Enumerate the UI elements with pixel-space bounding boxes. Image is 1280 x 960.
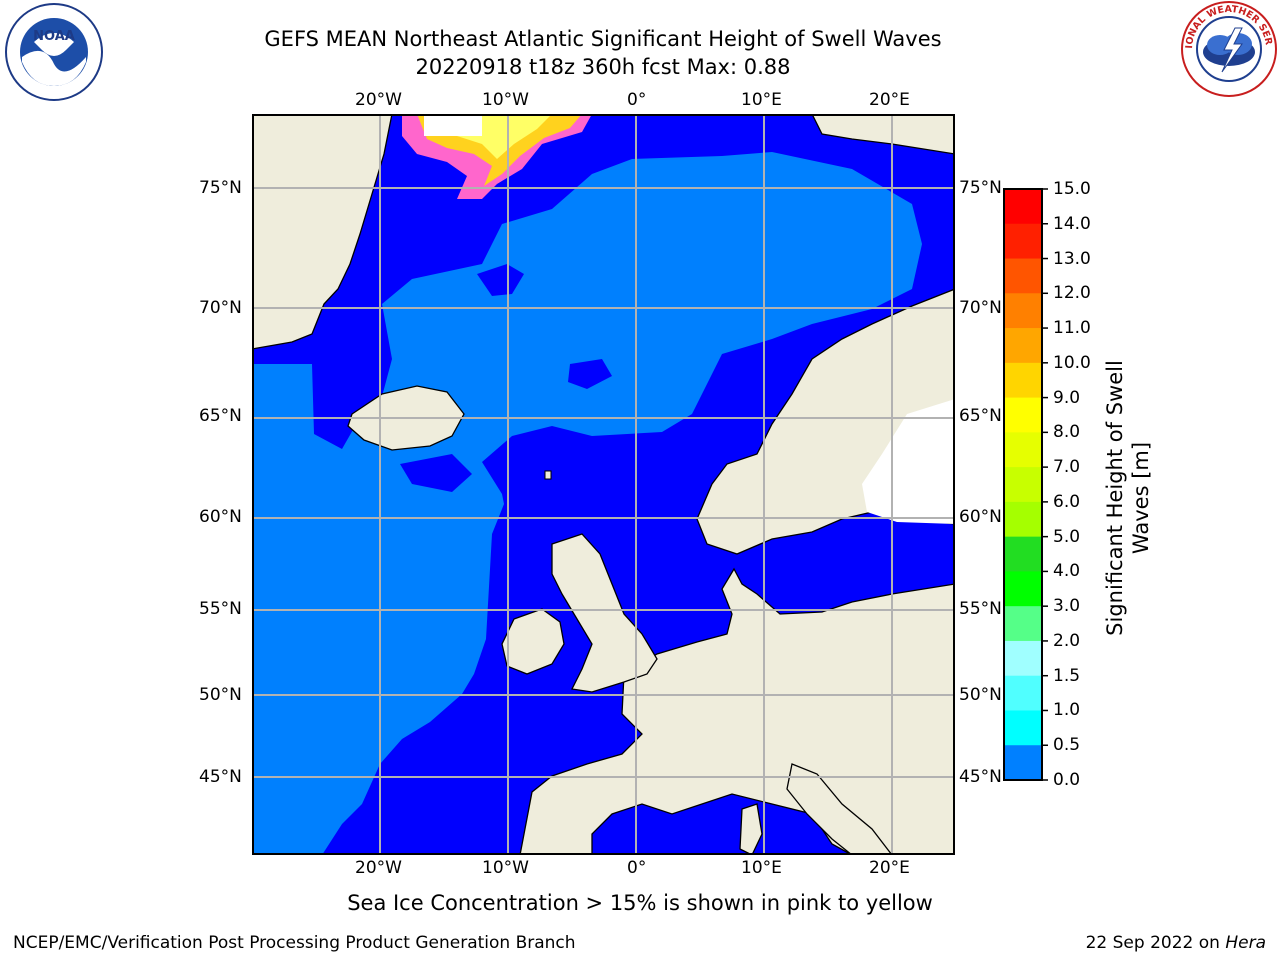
- lat-label-right: 50°N: [959, 685, 1002, 705]
- colorbar-segment: [1004, 536, 1042, 572]
- colorbar-tick-label: 7.0: [1053, 457, 1081, 478]
- noaa-logo-graphic: NOAA: [5, 3, 103, 101]
- colorbar-segment: [1004, 606, 1042, 642]
- colorbar-segment: [1004, 745, 1042, 781]
- lat-label-left: 70°N: [199, 298, 242, 318]
- colorbar-tick-label: 3.0: [1053, 596, 1081, 617]
- land-ireland: [501, 608, 565, 675]
- nws-logo: NATIONAL WEATHER SERVICE: [1176, 0, 1278, 98]
- colorbar-tick-label: 10.0: [1053, 352, 1091, 373]
- colorbar-segment: [1004, 362, 1042, 399]
- lat-label-left: 60°N: [199, 507, 242, 527]
- colorbar-segment: [1004, 501, 1042, 538]
- lat-label-right: 60°N: [959, 507, 1002, 527]
- sea-ice-caption: Sea Ice Concentration > 15% is shown in …: [347, 891, 933, 915]
- colorbar-segment: [1004, 432, 1042, 468]
- land-greenland: [252, 114, 393, 350]
- swell-low-patch: [477, 264, 524, 296]
- colorbar-tick-label: 11.0: [1053, 318, 1091, 339]
- colorbar-segment: [1004, 258, 1042, 294]
- lon-label-bottom: 10°W: [482, 858, 529, 878]
- lon-label-bottom: 10°E: [741, 858, 782, 878]
- lon-label-top: 0°: [627, 90, 647, 110]
- swell-low-patch: [400, 454, 472, 492]
- colorbar-tick-label: 9.0: [1053, 387, 1081, 408]
- lat-label-left: 75°N: [199, 178, 242, 198]
- lon-label-top: 20°W: [355, 90, 402, 110]
- graticule: [252, 114, 955, 855]
- colorbar-title: Significant Height of Swell Waves [m]: [1103, 360, 1153, 636]
- lat-label-right: 75°N: [959, 178, 1002, 198]
- chart-title: GEFS MEAN Northeast Atlantic Significant…: [264, 27, 942, 51]
- lon-label-top: 20°E: [869, 90, 910, 110]
- colorbar-tick-label: 5.0: [1053, 526, 1081, 547]
- colorbar-tick-label: 4.0: [1053, 561, 1081, 582]
- colorbar-segment: [1004, 467, 1042, 503]
- date-label: 22 Sep 2022 on: [1085, 933, 1220, 953]
- colorbar-tick-label: 6.0: [1053, 491, 1081, 512]
- noaa-logo: NOAA: [4, 2, 104, 102]
- no-data-area: [424, 114, 482, 136]
- nws-logo-graphic: NATIONAL WEATHER SERVICE: [1176, 0, 1277, 97]
- lat-label-left: 45°N: [199, 767, 242, 787]
- colorbar-segment: [1004, 675, 1042, 711]
- land-faroe: [544, 470, 552, 480]
- colorbar-tick-label: 1.0: [1053, 700, 1081, 721]
- land-corsica: [739, 803, 763, 855]
- colorbar-tick-label: 0.5: [1053, 735, 1081, 756]
- credit-text: NCEP/EMC/Verification Post Processing Pr…: [13, 933, 576, 953]
- lon-label-top: 10°W: [482, 90, 529, 110]
- colorbar-segment: [1004, 328, 1042, 364]
- swell-low-patch: [568, 359, 612, 389]
- colorbar-tick-label: 1.5: [1053, 665, 1081, 686]
- noaa-logo-text: NOAA: [33, 29, 75, 44]
- colorbar-tick-label: 0.0: [1053, 770, 1081, 790]
- colorbar-tick-label: 8.0: [1053, 422, 1081, 443]
- land-scandinavia-europe: [519, 288, 955, 855]
- colorbar-tick-label: 2.0: [1053, 630, 1081, 651]
- colorbar: [1003, 188, 1048, 781]
- colorbar-segment: [1004, 397, 1042, 433]
- land-italy: [786, 763, 893, 855]
- lon-label-bottom: 20°W: [355, 858, 402, 878]
- lat-label-right: 45°N: [959, 767, 1002, 787]
- lat-label-right: 55°N: [959, 599, 1002, 619]
- map-border: [252, 114, 955, 855]
- lon-label-bottom: 0°: [627, 858, 647, 878]
- colorbar-segment: [1004, 293, 1042, 329]
- colorbar-border: [1003, 188, 1043, 781]
- colorbar-tick-label: 14.0: [1053, 213, 1091, 234]
- colorbar-segment: [1004, 710, 1042, 746]
- colorbar-segment: [1004, 571, 1042, 607]
- no-data-baltic: [862, 399, 955, 524]
- colorbar-tick-label: 15.0: [1053, 179, 1091, 199]
- colorbar-segment: [1004, 189, 1042, 225]
- swell-0-5-region: [252, 152, 922, 855]
- colorbar-tick-label: 13.0: [1053, 248, 1091, 269]
- colorbar-segment: [1004, 223, 1042, 260]
- lon-label-top: 10°E: [741, 90, 782, 110]
- lat-label-right: 65°N: [959, 406, 1002, 426]
- map-panel: [252, 114, 955, 855]
- lat-label-left: 65°N: [199, 406, 242, 426]
- colorbar-segment: [1004, 640, 1042, 677]
- date-text: 22 Sep 2022 on Hera: [1086, 933, 1266, 953]
- lat-label-left: 50°N: [199, 685, 242, 705]
- colorbar-tick-label: 12.0: [1053, 283, 1091, 304]
- machine-name: Hera: [1225, 933, 1266, 953]
- lat-label-right: 70°N: [959, 298, 1002, 318]
- chart-subtitle: 20220918 t18z 360h fcst Max: 0.88: [415, 55, 791, 79]
- lat-label-left: 55°N: [199, 599, 242, 619]
- lon-label-bottom: 20°E: [869, 858, 910, 878]
